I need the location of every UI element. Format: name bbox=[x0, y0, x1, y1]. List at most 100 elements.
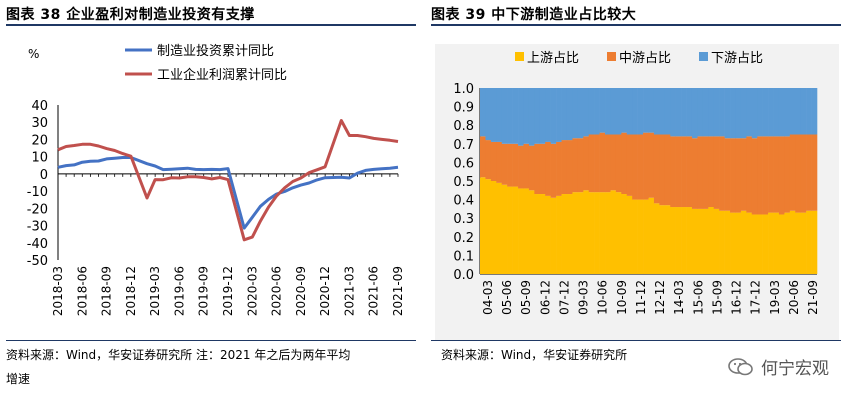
bar-segment-3 bbox=[740, 88, 747, 139]
x-tick-label: 2021-09 bbox=[391, 266, 405, 316]
bar-segment-1 bbox=[778, 214, 785, 274]
bar-segment-3 bbox=[534, 88, 541, 144]
bar-segment-1 bbox=[561, 194, 568, 274]
bar-segment-2 bbox=[512, 143, 519, 187]
bar-segment-1 bbox=[566, 194, 573, 274]
bar-segment-1 bbox=[691, 208, 698, 274]
bar-segment-2 bbox=[800, 134, 807, 213]
bar-segment-3 bbox=[626, 88, 633, 135]
bar-segment-2 bbox=[637, 134, 644, 200]
x-tick-label: 05-06 bbox=[500, 280, 514, 315]
figure-39-title-rule bbox=[431, 24, 841, 26]
bar-segment-2 bbox=[556, 141, 562, 196]
bar-segment-3 bbox=[664, 88, 671, 135]
x-tick-label: 17-12 bbox=[749, 280, 763, 315]
bar-segment-3 bbox=[811, 88, 818, 135]
bar-segment-3 bbox=[681, 88, 687, 137]
bar-segment-3 bbox=[653, 88, 660, 135]
bar-segment-3 bbox=[724, 88, 731, 139]
bar-segment-2 bbox=[740, 138, 747, 211]
bar-segment-2 bbox=[643, 132, 649, 200]
figure-39-source: 资料来源：Wind，华安证券研究所 bbox=[441, 348, 628, 362]
y-tick-label: 0.8 bbox=[453, 119, 474, 134]
series-line-1 bbox=[57, 156, 399, 230]
bar-segment-3 bbox=[637, 88, 644, 135]
bar-segment-1 bbox=[670, 207, 676, 274]
x-tick-label: 2019-12 bbox=[221, 266, 235, 316]
bar-segment-1 bbox=[746, 212, 753, 274]
bar-segment-3 bbox=[480, 88, 486, 137]
bar-segment-3 bbox=[561, 88, 568, 141]
bar-segment-1 bbox=[675, 207, 682, 274]
bar-segment-2 bbox=[757, 136, 763, 215]
legend-label-1: 制造业投资累计同比 bbox=[157, 43, 274, 59]
bar-segment-1 bbox=[485, 179, 492, 274]
bar-segment-2 bbox=[545, 141, 551, 196]
bar-segment-1 bbox=[648, 197, 655, 274]
bar-segment-2 bbox=[768, 136, 774, 213]
bar-segment-2 bbox=[670, 136, 676, 208]
bar-segment-2 bbox=[621, 132, 628, 195]
watermark: 何宁宏观 bbox=[727, 354, 829, 379]
legend-swatch-3 bbox=[699, 52, 708, 61]
bar-segment-2 bbox=[583, 136, 590, 191]
bar-segment-3 bbox=[583, 88, 590, 137]
bar-segment-2 bbox=[811, 134, 818, 211]
x-tick-label: 05-09 bbox=[519, 280, 533, 315]
y-tick-label: 0.6 bbox=[453, 156, 474, 171]
x-tick-label: 11-12 bbox=[634, 280, 648, 315]
bar-segment-3 bbox=[594, 88, 600, 135]
bar-segment-1 bbox=[735, 212, 742, 274]
bar-segment-2 bbox=[730, 138, 736, 213]
stacked-bar-chart: 0.0 0.1 0.2 0.3 0.4 0.5 0.6 0.7 0.8 0.9 1.0 04-03 05… bbox=[435, 44, 839, 340]
x-tick-label: 2018-03 bbox=[51, 266, 65, 316]
bar-segment-1 bbox=[637, 199, 644, 274]
bar-segment-3 bbox=[702, 88, 709, 137]
bar-segment-1 bbox=[610, 190, 617, 274]
x-tick-label: 2019-06 bbox=[172, 266, 186, 316]
bar-segment-3 bbox=[577, 88, 584, 139]
bar-segment-2 bbox=[490, 141, 497, 181]
x-tick-label: 07-12 bbox=[557, 280, 571, 315]
bar-segment-2 bbox=[702, 136, 709, 209]
bar-segment-1 bbox=[545, 195, 551, 274]
bar-segment-3 bbox=[789, 88, 796, 135]
bar-segment-3 bbox=[719, 88, 725, 137]
bar-segment-3 bbox=[778, 88, 785, 137]
legend-label-1: 上游占比 bbox=[527, 51, 579, 66]
bar-segment-3 bbox=[713, 88, 720, 137]
bar-segment-3 bbox=[730, 88, 736, 139]
bar-segment-1 bbox=[626, 195, 633, 274]
bar-segment-3 bbox=[751, 88, 758, 139]
bar-segment-1 bbox=[724, 210, 731, 274]
bar-segment-1 bbox=[768, 212, 774, 274]
figure-39-title: 图表 39 中下游制造业占比较大 bbox=[431, 7, 637, 23]
x-tick-label: 2020-03 bbox=[245, 266, 259, 316]
bar-segment-3 bbox=[605, 88, 611, 135]
bar-segment-1 bbox=[702, 208, 709, 274]
bar-segment-1 bbox=[583, 190, 590, 274]
bar-segment-2 bbox=[719, 136, 725, 211]
x-tick-label: 15-06 bbox=[691, 280, 705, 315]
bar-segment-2 bbox=[550, 143, 557, 198]
bar-segment-3 bbox=[735, 88, 742, 139]
bar-segment-3 bbox=[556, 88, 562, 142]
bar-segment-2 bbox=[653, 134, 660, 204]
y-tick-label: 0.4 bbox=[453, 194, 474, 209]
bar-segment-1 bbox=[773, 212, 780, 274]
bar-segment-2 bbox=[632, 134, 638, 200]
bar-segment-3 bbox=[507, 88, 513, 144]
bar-segment-1 bbox=[534, 194, 541, 274]
bar-segment-2 bbox=[691, 138, 698, 209]
x-tick-label: 2018-12 bbox=[124, 266, 138, 316]
y-tick-label: 20 bbox=[31, 133, 48, 148]
bar-segment-1 bbox=[512, 186, 519, 274]
wechat-icon bbox=[728, 357, 753, 375]
bar-segment-1 bbox=[740, 210, 747, 274]
bar-segment-3 bbox=[501, 88, 508, 144]
bar-segment-2 bbox=[762, 136, 769, 215]
watermark-text: 何宁宏观 bbox=[761, 359, 829, 379]
bar-segment-3 bbox=[708, 88, 715, 137]
bar-segment-3 bbox=[675, 88, 682, 137]
